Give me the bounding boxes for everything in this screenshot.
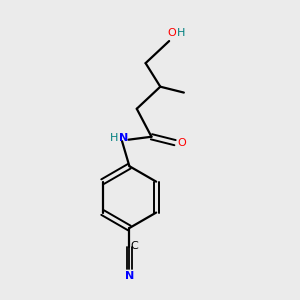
Text: H: H [110, 133, 118, 143]
Text: O: O [168, 28, 176, 38]
Text: C: C [131, 241, 139, 251]
Text: N: N [125, 271, 134, 281]
Text: H: H [177, 28, 186, 38]
Text: N: N [119, 133, 128, 143]
Text: O: O [177, 138, 186, 148]
